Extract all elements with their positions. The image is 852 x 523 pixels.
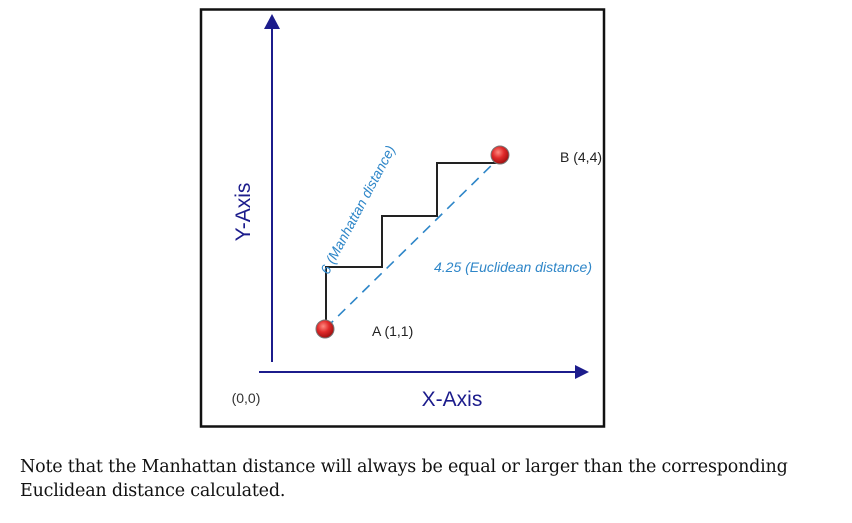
y-axis-arrowhead: [264, 14, 280, 29]
caption-line-1: Note that the Manhattan distance will al…: [20, 457, 788, 477]
point-a-label: A (1,1): [372, 323, 413, 339]
x-axis-arrowhead: [575, 365, 589, 379]
x-axis-label: X-Axis: [422, 388, 483, 411]
point-b-marker: [490, 145, 510, 165]
caption-line-2: Euclidean distance calculated.: [20, 481, 286, 501]
euclidean-line: [325, 156, 501, 329]
origin-label: (0,0): [232, 390, 261, 406]
point-b-label: B (4,4): [560, 149, 602, 165]
figure-frame: [199, 8, 606, 428]
point-a-marker: [315, 319, 335, 339]
manhattan-path: [325, 162, 500, 328]
y-axis-label: Y-Axis: [232, 183, 255, 242]
euclidean-distance-label: 4.25 (Euclidean distance): [434, 259, 592, 275]
